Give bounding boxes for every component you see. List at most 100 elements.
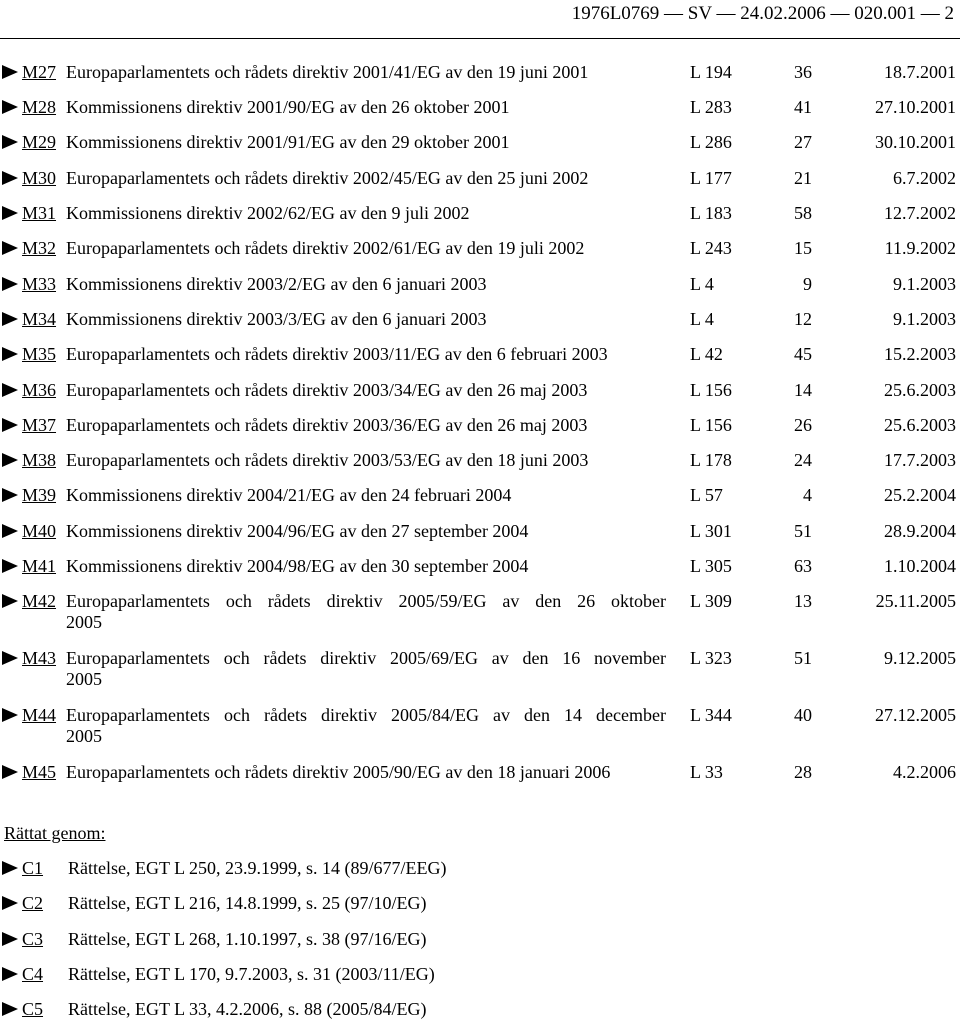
amendment-description-continued: 2005 <box>66 669 102 689</box>
publication-date: 27.10.2001 <box>875 97 956 117</box>
correction-text: Rättelse, EGT L 268, 1.10.1997, s. 38 (9… <box>68 929 427 949</box>
right-triangle-icon <box>0 762 20 782</box>
amendment-code-link[interactable]: M34 <box>22 309 57 329</box>
page-number: 41 <box>794 97 812 117</box>
page-number: 26 <box>794 415 812 435</box>
amendment-description: Europaparlamentets och rådets direktiv 2… <box>66 450 589 470</box>
right-triangle-icon <box>0 238 20 258</box>
right-triangle-icon <box>0 964 20 984</box>
amendment-row: M44 Europaparlamentets och rådets direkti… <box>0 705 960 747</box>
page-number: 36 <box>794 62 812 82</box>
amendment-row: M36 Europaparlamentets och rådets direkti… <box>0 380 960 401</box>
right-triangle-icon <box>0 380 20 400</box>
publication-date: 11.9.2002 <box>884 238 956 258</box>
correction-code-link[interactable]: C2 <box>22 893 44 913</box>
right-triangle-icon <box>0 521 20 541</box>
page-number: 14 <box>794 380 812 400</box>
amendment-code-link[interactable]: M42 <box>22 591 57 611</box>
amendment-code-link[interactable]: M41 <box>22 556 57 576</box>
document-reference: 1976L0769 — SV — 24.02.2006 — 020.001 — … <box>571 3 954 24</box>
document-header: 1976L0769 — SV — 24.02.2006 — 020.001 — … <box>0 0 960 39</box>
amendment-description: Europaparlamentets och rådets direktiv 2… <box>66 762 611 782</box>
right-triangle-icon <box>0 97 20 117</box>
page-number: 58 <box>794 203 812 223</box>
amendment-row: M38 Europaparlamentets och rådets direkti… <box>0 450 960 471</box>
official-journal-ref: L 286 <box>690 132 732 152</box>
page-number: 27 <box>794 132 812 152</box>
amendment-code-link[interactable]: M29 <box>22 132 57 152</box>
amendment-code-link[interactable]: M36 <box>22 380 57 400</box>
amendment-description: Kommissionens direktiv 2001/90/EG av den… <box>66 97 510 117</box>
right-triangle-icon <box>0 274 20 294</box>
amendment-row: M33 Kommissionens direktiv 2003/2/EG av d… <box>0 274 960 295</box>
correction-row: C2 Rättelse, EGT L 216, 14.8.1999, s. 25 … <box>0 893 960 914</box>
amendment-code-link[interactable]: M40 <box>22 521 57 541</box>
correction-row: C4 Rättelse, EGT L 170, 9.7.2003, s. 31 (… <box>0 964 960 985</box>
publication-date: 25.6.2003 <box>884 380 956 400</box>
amendment-row: M39 Kommissionens direktiv 2004/21/EG av … <box>0 485 960 506</box>
right-triangle-icon <box>0 648 20 668</box>
right-triangle-icon <box>0 999 20 1019</box>
right-triangle-icon <box>0 450 20 470</box>
publication-date: 6.7.2002 <box>893 168 956 188</box>
official-journal-ref: L 301 <box>690 521 732 541</box>
amendment-code-link[interactable]: M38 <box>22 450 57 470</box>
correction-code-link[interactable]: C1 <box>22 858 44 878</box>
right-triangle-icon <box>0 415 20 435</box>
amendment-row: M30 Europaparlamentets och rådets direkti… <box>0 168 960 189</box>
amendment-description: Kommissionens direktiv 2001/91/EG av den… <box>66 132 510 152</box>
amendment-row: M41 Kommissionens direktiv 2004/98/EG av … <box>0 556 960 577</box>
amendment-row: M37 Europaparlamentets och rådets direkti… <box>0 415 960 436</box>
correction-text: Rättelse, EGT L 170, 9.7.2003, s. 31 (20… <box>68 964 435 984</box>
amendment-code-link[interactable]: M27 <box>22 62 57 82</box>
page-number: 12 <box>794 309 812 329</box>
right-triangle-icon <box>0 705 20 725</box>
corrections-label: Rättat genom: <box>4 823 106 843</box>
amendment-description: Kommissionens direktiv 2003/2/EG av den … <box>66 274 487 294</box>
amendment-code-link[interactable]: M32 <box>22 238 57 258</box>
right-triangle-icon <box>0 132 20 152</box>
page-number: 51 <box>794 648 812 668</box>
official-journal-ref: L 156 <box>690 380 732 400</box>
right-triangle-icon <box>0 203 20 223</box>
amendment-code-link[interactable]: M37 <box>22 415 57 435</box>
publication-date: 27.12.2005 <box>875 705 956 725</box>
official-journal-ref: L 243 <box>690 238 732 258</box>
amendment-code-link[interactable]: M33 <box>22 274 57 294</box>
publication-date: 9.1.2003 <box>893 274 956 294</box>
amendment-code-link[interactable]: M44 <box>22 705 57 725</box>
page-number: 13 <box>794 591 812 611</box>
official-journal-ref: L 344 <box>690 705 732 725</box>
amendment-description: Kommissionens direktiv 2004/21/EG av den… <box>66 485 512 505</box>
amendment-code-link[interactable]: M35 <box>22 344 57 364</box>
publication-date: 9.1.2003 <box>893 309 956 329</box>
amendment-code-link[interactable]: M39 <box>22 485 57 505</box>
amendment-code-link[interactable]: M43 <box>22 648 57 668</box>
correction-code-link[interactable]: C5 <box>22 999 44 1019</box>
official-journal-ref: L 57 <box>690 485 723 505</box>
publication-date: 25.2.2004 <box>884 485 956 505</box>
amendment-description: Europaparlamentets och rådets direktiv 2… <box>66 344 608 364</box>
publication-date: 1.10.2004 <box>884 556 956 576</box>
amendment-code-link[interactable]: M45 <box>22 762 57 782</box>
official-journal-ref: L 194 <box>690 62 732 82</box>
page-number: 45 <box>794 344 812 364</box>
official-journal-ref: L 4 <box>690 309 714 329</box>
page-number: 4 <box>803 485 812 505</box>
amendment-row: M35 Europaparlamentets och rådets direkti… <box>0 344 960 365</box>
official-journal-ref: L 177 <box>690 168 732 188</box>
correction-code-link[interactable]: C4 <box>22 964 44 984</box>
amendment-code-link[interactable]: M30 <box>22 168 57 188</box>
amendment-code-link[interactable]: M28 <box>22 97 57 117</box>
amendment-code-link[interactable]: M31 <box>22 203 57 223</box>
amendment-row: M40 Kommissionens direktiv 2004/96/EG av … <box>0 521 960 542</box>
correction-code-link[interactable]: C3 <box>22 929 44 949</box>
page-number: 15 <box>794 238 812 258</box>
correction-row: C1 Rättelse, EGT L 250, 23.9.1999, s. 14 … <box>0 858 960 879</box>
correction-row: C3 Rättelse, EGT L 268, 1.10.1997, s. 38 … <box>0 929 960 950</box>
amendment-description: Europaparlamentets och rådets direktiv 2… <box>66 62 589 82</box>
right-triangle-icon <box>0 62 20 82</box>
amendment-description: Kommissionens direktiv 2003/3/EG av den … <box>66 309 487 329</box>
official-journal-ref: L 323 <box>690 648 732 668</box>
publication-date: 15.2.2003 <box>884 344 956 364</box>
